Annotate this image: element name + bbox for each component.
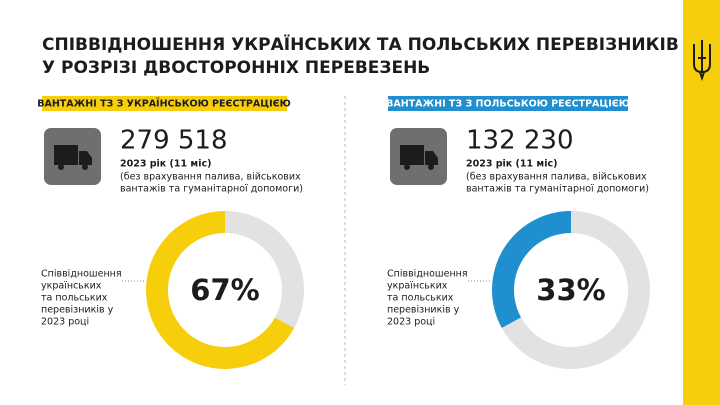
value-label: 33%: [536, 273, 605, 307]
annotation: українських: [387, 281, 448, 292]
donut-segment: [492, 211, 571, 329]
stat-value: 279 518: [120, 126, 228, 156]
note: (без врахування палива, військових: [120, 172, 301, 183]
donut-segment: [225, 211, 305, 329]
annotation: та польських: [41, 293, 108, 304]
badge: [388, 96, 628, 111]
annotation: Співвідношення: [387, 269, 468, 280]
stat-value: 132 230: [466, 126, 574, 156]
annotation: 2023 році: [41, 317, 89, 328]
title-line: СПІВВІДНОШЕННЯ УКРАЇНСЬКИХ ТА ПОЛЬСЬКИХ …: [42, 33, 679, 55]
badge: [42, 96, 287, 111]
value-label: 67%: [190, 273, 259, 307]
truck-wheel: [428, 164, 434, 170]
note: вантажів та гуманітарної допомоги): [120, 184, 303, 195]
annotation: 2023 році: [387, 317, 435, 328]
truck-icon: [400, 145, 438, 165]
badge-label: ВАНТАЖНІ ТЗ З ПОЛЬСЬКОЮ РЕЄСТРАЦІЄЮ: [386, 99, 630, 110]
badge-label: ВАНТАЖНІ ТЗ З УКРАЇНСЬКОЮ РЕЄСТРАЦІЄЮ: [37, 99, 290, 110]
period: 2023 рік (11 міс): [466, 159, 557, 170]
annotation: перевізників у: [387, 305, 460, 316]
truck-icon: [54, 145, 92, 165]
annotation: та польських: [387, 293, 454, 304]
truck-wheel: [58, 164, 64, 170]
donut-segment: [501, 211, 650, 369]
title-line: У РОЗРІЗІ ДВОСТОРОННІХ ПЕРЕВЕЗЕНЬ: [42, 58, 430, 78]
annotation: українських: [41, 281, 102, 292]
note: (без врахування палива, військових: [466, 172, 647, 183]
annotation: перевізників у: [41, 305, 114, 316]
period: 2023 рік (11 міс): [120, 159, 211, 170]
emblem: [693, 40, 711, 82]
note: вантажів та гуманітарної допомоги): [466, 184, 649, 195]
donut-segment: [146, 211, 295, 370]
truck-wheel: [404, 164, 410, 170]
annotation: Співвідношення: [41, 269, 122, 280]
truck-wheel: [82, 164, 88, 170]
